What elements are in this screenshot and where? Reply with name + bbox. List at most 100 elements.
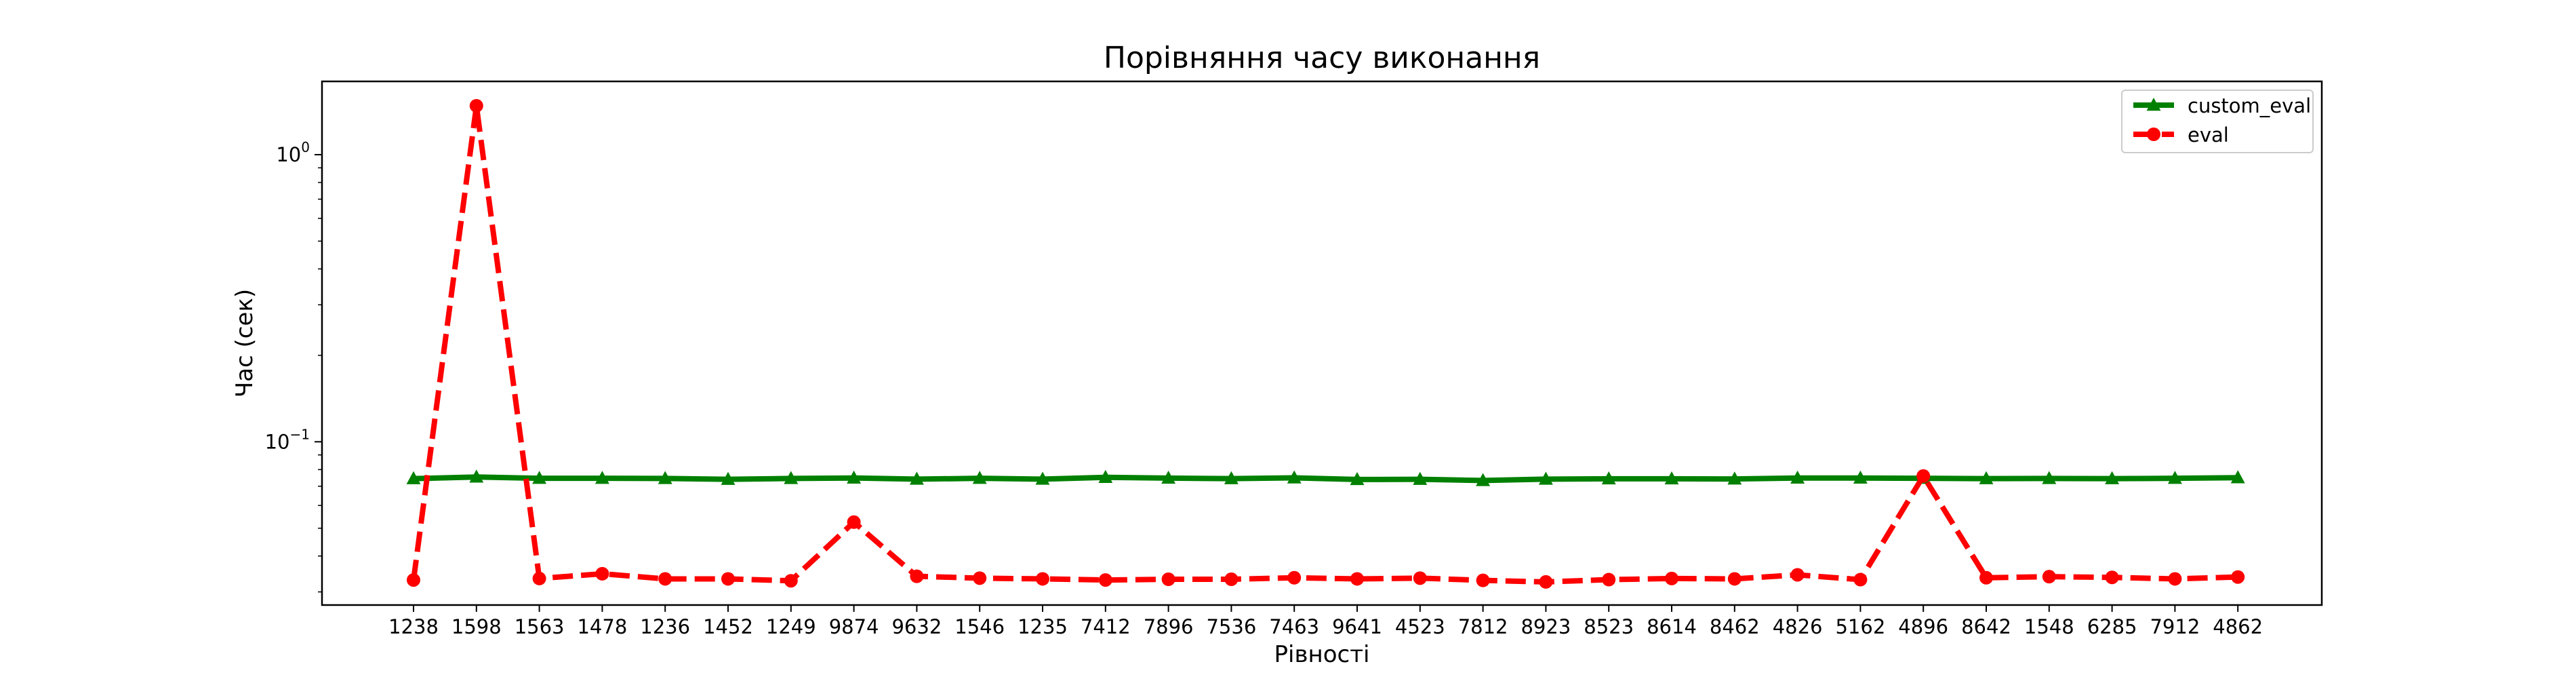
y-tick-label: 10−1	[265, 426, 310, 453]
x-tick-label: 8923	[1521, 615, 1571, 638]
x-tick-label: 4862	[2213, 615, 2263, 638]
data-point-triangle	[1224, 471, 1239, 484]
data-point-circle	[1665, 571, 1678, 585]
data-point-triangle	[1035, 471, 1050, 485]
x-tick-label: 8614	[1647, 615, 1697, 638]
plot-area-frame	[321, 80, 2323, 606]
x-tick-label: 1249	[766, 615, 816, 638]
legend-triangle-marker	[2146, 98, 2161, 111]
x-tick-label: 4896	[1898, 615, 1948, 638]
data-point-triangle	[721, 471, 736, 485]
data-point-triangle	[784, 471, 799, 484]
data-point-triangle	[595, 471, 609, 484]
y-tick-label: 100	[276, 139, 310, 166]
data-point-circle	[595, 566, 609, 581]
data-point-triangle	[406, 471, 421, 484]
x-tick-label: 1563	[515, 615, 565, 638]
data-point-triangle	[2042, 471, 2057, 484]
series-layer	[406, 98, 2245, 589]
data-point-triangle	[1664, 471, 1679, 485]
legend: custom_eval eval	[2121, 90, 2314, 153]
x-tick-label: 4826	[1773, 615, 1823, 638]
data-point-circle	[532, 571, 546, 585]
x-tick-label: 1238	[388, 615, 439, 638]
data-point-circle	[1224, 572, 1239, 587]
data-point-circle	[1413, 571, 1427, 585]
data-point-circle	[1161, 572, 1175, 587]
x-tick-label: 7896	[1144, 615, 1194, 638]
data-point-triangle	[1413, 471, 1428, 485]
x-tick-label: 1236	[640, 615, 690, 638]
data-point-circle	[1098, 573, 1112, 587]
data-point-circle	[407, 573, 420, 587]
x-tick-label: 7412	[1081, 615, 1131, 638]
x-tick-label: 7536	[1206, 615, 1256, 638]
data-point-triangle	[1790, 470, 1805, 484]
data-point-circle	[1036, 572, 1049, 586]
data-point-triangle	[2105, 471, 2120, 484]
data-point-triangle	[909, 471, 924, 485]
data-point-circle	[784, 574, 798, 588]
data-point-triangle	[532, 471, 547, 484]
series-line-custom-eval	[413, 474, 2238, 484]
x-tick-label: 9641	[1332, 615, 1382, 638]
x-tick-label: 1548	[2024, 615, 2074, 638]
data-point-circle	[2231, 570, 2245, 584]
data-point-triangle	[1601, 471, 1616, 485]
data-point-triangle	[847, 470, 862, 484]
x-tick-label: 6285	[2087, 615, 2137, 638]
legend-label-eval: eval	[2188, 123, 2229, 147]
x-tick-label: 7463	[1269, 615, 1319, 638]
series-line-eval	[411, 102, 2238, 585]
data-point-circle	[910, 569, 924, 583]
data-point-circle	[1853, 572, 1868, 587]
data-point-circle	[2042, 570, 2056, 584]
data-point-triangle	[1161, 470, 1176, 484]
x-tick-label: 1235	[1018, 615, 1068, 638]
data-point-triangle	[1979, 471, 1994, 484]
data-point-triangle	[1727, 471, 1742, 485]
x-tick-label: 5162	[1835, 615, 1885, 638]
x-axis: 1238 1598 1563 1478 1236 1452 1249 9874 9632 1546…	[388, 605, 2263, 638]
data-point-circle	[721, 572, 735, 586]
data-point-triangle	[2230, 470, 2245, 484]
chart-title: Порівняння часу виконання	[1104, 41, 1540, 75]
data-point-circle	[1727, 572, 1742, 586]
x-tick-label: 1452	[703, 615, 753, 638]
y-axis-label: Час (сек)	[231, 289, 258, 397]
data-point-triangle	[1853, 470, 1868, 484]
data-point-circle	[973, 571, 987, 585]
x-tick-label: 7912	[2150, 615, 2200, 638]
data-point-circle	[658, 572, 672, 586]
data-point-circle	[847, 515, 861, 529]
x-tick-label: 1598	[451, 615, 502, 638]
x-tick-label: 7812	[1458, 615, 1508, 638]
data-point-triangle	[2167, 471, 2182, 484]
data-point-triangle	[469, 469, 484, 483]
x-tick-label: 8523	[1584, 615, 1634, 638]
x-tick-label: 8462	[1710, 615, 1760, 638]
data-point-circle	[1539, 575, 1553, 589]
data-point-triangle	[1350, 471, 1365, 486]
x-tick-label: 4523	[1395, 615, 1445, 638]
data-point-circle	[1979, 570, 1993, 585]
x-axis-label: Рівності	[1274, 641, 1370, 668]
x-tick-label: 1546	[954, 615, 1005, 638]
data-point-triangle	[1098, 469, 1113, 483]
x-tick-label: 8642	[1961, 615, 2011, 638]
data-point-circle	[2105, 570, 2119, 585]
x-tick-label: 9632	[891, 615, 942, 638]
data-point-triangle	[1538, 471, 1553, 485]
data-point-circle	[1916, 469, 1931, 483]
data-point-triangle	[972, 471, 987, 484]
data-point-circle	[2168, 572, 2182, 586]
data-point-triangle	[1476, 473, 1491, 486]
legend-label-custom-eval: custom_eval	[2188, 94, 2311, 117]
data-point-circle	[469, 98, 483, 113]
data-point-triangle	[658, 471, 672, 484]
legend-circle-marker	[2147, 128, 2160, 141]
data-point-circle	[1287, 570, 1302, 585]
data-point-circle	[1350, 572, 1364, 586]
